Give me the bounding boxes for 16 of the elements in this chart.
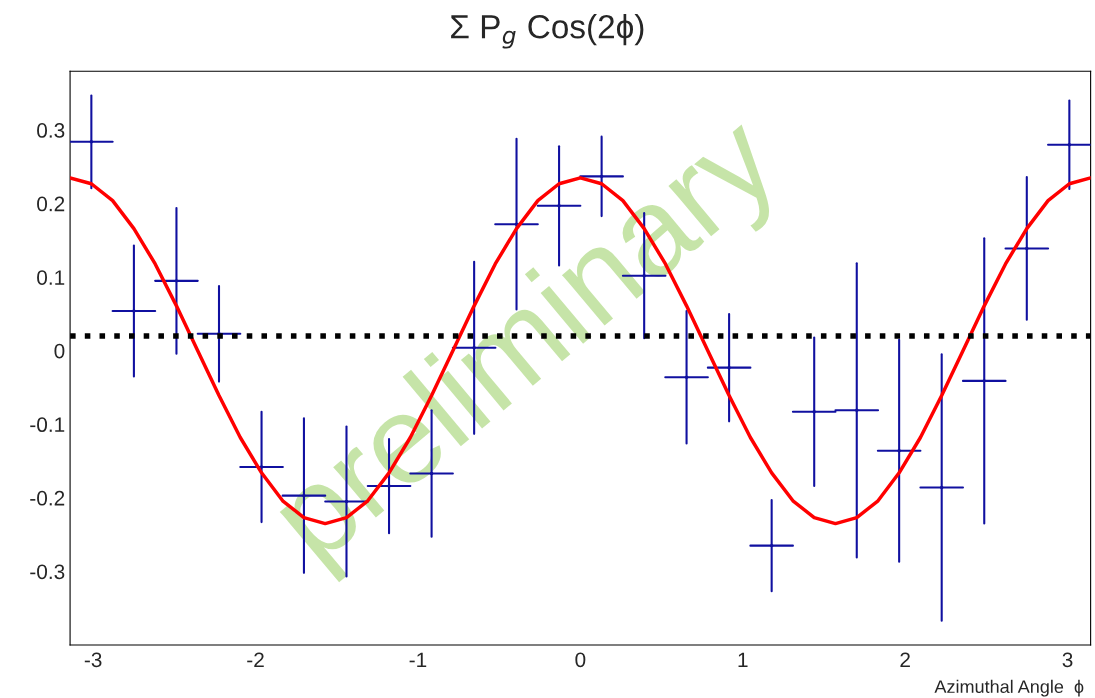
y-tick-label: 0.2 [37,196,65,212]
y-tick-label: -0.1 [30,417,65,433]
x-tick-label: 3 [1062,652,1073,668]
x-axis-title: Azimuthal Angle ϕ [934,679,1084,697]
x-tick-label: 2 [900,652,910,667]
y-tick-label: 0 [54,343,65,359]
x-tick-label: 1 [738,652,748,667]
y-tick-label: 0.1 [37,270,65,285]
x-tick-label: -2 [247,652,264,667]
x-tick-label: 0 [575,652,586,668]
chart-title: Σ P$_{g}$ Cos(2ϕ) [451,14,644,49]
y-tick-label: -0.3 [30,564,65,580]
x-tick-label: -3 [84,652,102,668]
x-tick-label: -1 [409,652,427,667]
y-tick-label: 0.3 [37,123,65,138]
y-tick-label: -0.2 [30,490,65,506]
